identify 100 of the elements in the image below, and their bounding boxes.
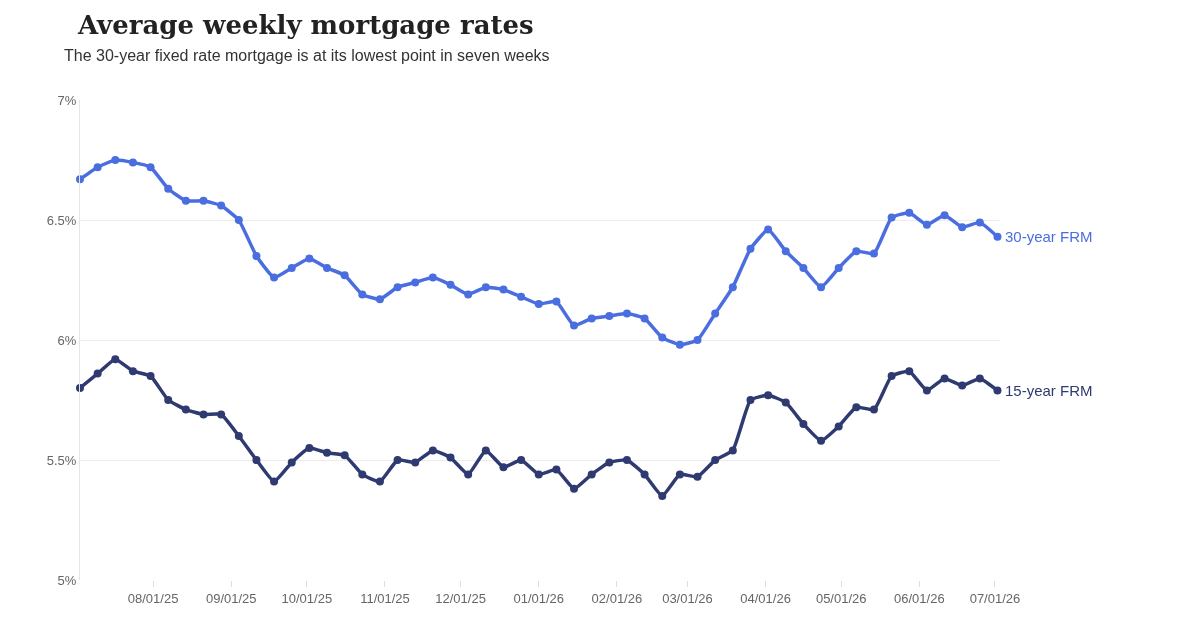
- point: [217, 410, 226, 419]
- point: [675, 470, 684, 479]
- y-tick-label: 7%: [57, 92, 77, 108]
- point: [905, 367, 914, 376]
- point: [799, 420, 808, 428]
- point: [658, 492, 667, 500]
- point: [481, 283, 490, 292]
- point: [675, 340, 684, 349]
- point: [922, 220, 931, 229]
- point: [534, 470, 543, 479]
- point: [446, 280, 455, 289]
- point: [993, 232, 1002, 241]
- y-tick-label: 5%: [57, 572, 77, 588]
- point: [958, 381, 967, 390]
- point: [375, 295, 384, 304]
- point: [887, 372, 896, 380]
- x-tick-label: 08/01/25: [127, 590, 179, 606]
- point: [781, 247, 790, 256]
- point: [358, 470, 367, 479]
- point: [217, 201, 226, 210]
- point: [817, 436, 826, 445]
- point: [622, 309, 631, 318]
- point: [464, 290, 473, 299]
- point: [270, 273, 279, 282]
- point: [340, 451, 349, 460]
- x-tick-label: 11/01/25: [360, 590, 410, 606]
- point: [393, 456, 402, 464]
- point: [887, 213, 896, 222]
- point: [252, 456, 261, 464]
- point: [940, 211, 949, 220]
- x-tick-label: 05/01/26: [815, 590, 867, 606]
- point: [940, 374, 949, 383]
- point: [287, 264, 296, 272]
- point: [852, 403, 861, 412]
- x-tick-label: 02/01/26: [591, 590, 643, 606]
- point: [199, 410, 208, 419]
- point: [252, 252, 261, 260]
- point: [693, 472, 702, 481]
- point: [393, 283, 402, 292]
- point: [552, 465, 561, 474]
- point: [764, 225, 773, 234]
- point: [375, 477, 384, 486]
- point: [499, 463, 508, 472]
- chart-title: Average weekly mortgage rates: [77, 9, 534, 40]
- point: [817, 283, 826, 292]
- point: [111, 355, 120, 364]
- point: [270, 477, 279, 486]
- x-tick-label: 09/01/25: [205, 590, 257, 606]
- point: [428, 446, 437, 455]
- point: [922, 386, 931, 395]
- x-tick-label: 01/01/26: [513, 590, 565, 606]
- point: [852, 247, 861, 256]
- point: [411, 278, 420, 287]
- point: [164, 184, 173, 193]
- x-tick-label: 03/01/26: [662, 590, 713, 606]
- point: [640, 470, 649, 479]
- point: [234, 216, 243, 224]
- point: [146, 163, 155, 172]
- chart-subtitle: The 30-year fixed rate mortgage is at its lowest point in seven weeks: [64, 47, 550, 64]
- point: [164, 396, 173, 404]
- x-tick-label: 12/01/25: [435, 590, 486, 606]
- point: [711, 456, 720, 464]
- point: [975, 218, 984, 227]
- point: [146, 372, 155, 380]
- point: [728, 446, 737, 455]
- point: [905, 208, 914, 217]
- point: [199, 196, 208, 205]
- point: [834, 264, 843, 272]
- point: [411, 458, 420, 467]
- point: [570, 484, 579, 493]
- point: [834, 422, 843, 431]
- x-tick-label: 07/01/26: [969, 590, 1021, 606]
- point: [499, 285, 508, 294]
- point: [605, 312, 614, 320]
- x-tick-label: 06/01/26: [894, 590, 945, 606]
- point: [111, 156, 120, 164]
- point: [869, 249, 878, 258]
- point: [587, 314, 596, 323]
- x-tick-label: 10/01/25: [281, 590, 333, 606]
- point: [534, 300, 543, 308]
- point: [728, 283, 737, 292]
- point: [746, 396, 755, 404]
- point: [640, 314, 649, 323]
- point: [764, 391, 773, 400]
- point: [128, 158, 137, 167]
- point: [305, 444, 314, 452]
- point: [464, 470, 473, 479]
- point: [605, 458, 614, 467]
- point: [622, 456, 631, 464]
- series-label: 15-year FRM: [1005, 382, 1093, 399]
- point: [552, 297, 561, 306]
- point: [93, 163, 102, 172]
- point: [781, 398, 790, 407]
- point: [234, 432, 243, 440]
- point: [181, 405, 190, 414]
- point: [570, 321, 579, 330]
- point: [711, 309, 720, 318]
- point: [658, 333, 667, 342]
- point: [287, 458, 296, 467]
- point: [746, 244, 755, 253]
